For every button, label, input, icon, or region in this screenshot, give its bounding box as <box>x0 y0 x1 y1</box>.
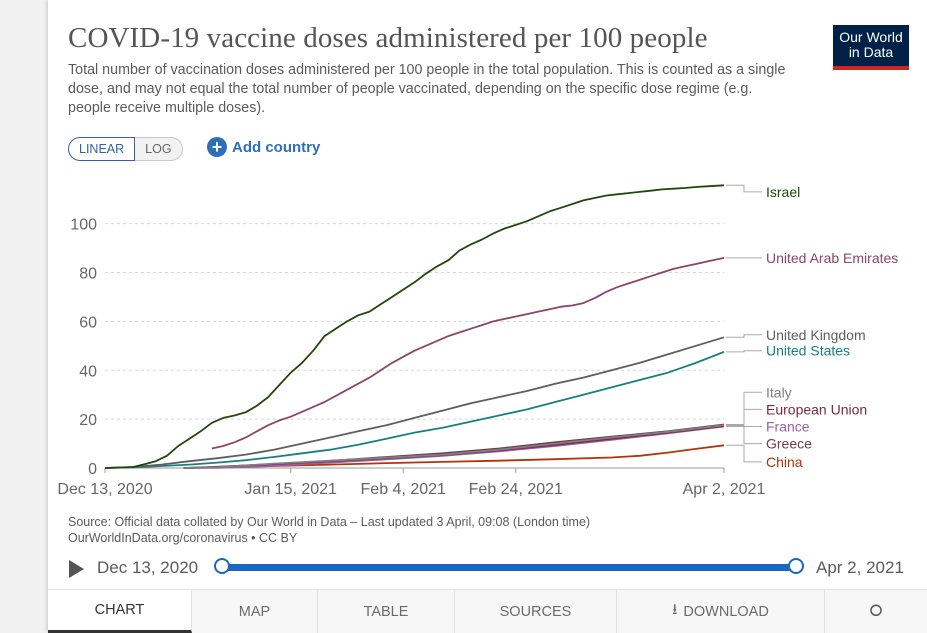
chart-subtitle: Total number of vaccination doses admini… <box>68 62 786 116</box>
legend-label-france: France <box>766 418 810 434</box>
legend-connector-china <box>726 444 762 463</box>
add-country-button[interactable]: + Add country <box>207 137 320 157</box>
legend-connector-israel <box>726 184 762 193</box>
series-line-us <box>104 351 725 469</box>
tab-share[interactable]: ⭘ <box>825 590 927 633</box>
play-icon[interactable] <box>69 560 84 578</box>
legend-label-italy: Italy <box>766 384 792 400</box>
logo-line-1: Our World <box>839 29 903 45</box>
logo-line-2: in Data <box>848 44 894 60</box>
tab-bar: CHART MAP TABLE SOURCES ⭳ DOWNLOAD ⭘ <box>48 589 927 633</box>
legend-label-greece: Greece <box>766 436 812 452</box>
tab-sources[interactable]: SOURCES <box>455 590 617 633</box>
legend-connector-eu <box>726 408 762 427</box>
y-tick-label: 100 <box>70 217 97 234</box>
tab-map[interactable]: MAP <box>192 590 318 633</box>
y-tick-label: 40 <box>79 363 97 380</box>
x-tick-label: Feb 4, 2021 <box>361 481 447 498</box>
x-tick-label: Apr 2, 2021 <box>683 481 766 498</box>
legend-connector-italy <box>726 391 762 426</box>
legend-label-israel: Israel <box>766 184 800 200</box>
tab-table[interactable]: TABLE <box>318 590 455 633</box>
y-tick-label: 60 <box>79 314 97 331</box>
source-line-2: OurWorldInData.org/coronavirus • CC BY <box>68 530 298 545</box>
download-icon: ⭳ <box>672 601 678 618</box>
tab-download-label: DOWNLOAD <box>683 603 769 620</box>
linear-scale-button[interactable]: LINEAR <box>68 137 136 161</box>
legend-connector-us <box>726 350 762 353</box>
source-line-1: Source: Official data collated by Our Wo… <box>68 515 591 529</box>
series-line-uk <box>104 336 725 469</box>
timeline: Dec 13, 2020 Apr 2, 2021 <box>48 553 927 583</box>
log-scale-button[interactable]: LOG <box>135 137 183 161</box>
legend-label-china: China <box>766 454 803 470</box>
timeline-start-handle[interactable] <box>214 558 230 574</box>
y-tick-label: 20 <box>79 412 97 429</box>
y-tick-label: 0 <box>88 461 97 478</box>
legend-label-uae: United Arab Emirates <box>766 250 898 266</box>
timeline-start-label: Dec 13, 2020 <box>97 558 199 577</box>
tab-download[interactable]: ⭳ DOWNLOAD <box>617 590 825 633</box>
legend-label-eu: European Union <box>766 401 867 417</box>
series-line-israel <box>104 184 725 469</box>
tab-chart-label: CHART <box>94 602 145 618</box>
source-note: Source: Official data collated by Our Wo… <box>68 515 590 546</box>
chart-frame: COVID-19 vaccine doses administered per … <box>48 0 927 633</box>
legend-label-uk: United Kingdom <box>766 327 866 343</box>
plus-circle-icon: + <box>207 137 227 157</box>
share-icon: ⭘ <box>869 602 883 620</box>
x-tick-label: Jan 15, 2021 <box>244 481 337 498</box>
add-country-label: Add country <box>232 138 321 156</box>
line-chart: 0 20 40 60 80 100 Dec 13, 2020 Jan 15, 2021 Feb … <box>57 184 898 498</box>
x-tick-label: Feb 24, 2021 <box>469 481 563 498</box>
timeline-end-label: Apr 2, 2021 <box>816 558 904 577</box>
tab-table-label: TABLE <box>363 603 409 620</box>
y-tick-label: 80 <box>79 266 97 283</box>
series-line-italy <box>183 424 725 469</box>
series-line-uae <box>211 257 725 450</box>
tab-chart[interactable]: CHART <box>48 590 192 633</box>
timeline-track[interactable] <box>222 564 796 571</box>
tab-map-label: MAP <box>238 603 271 620</box>
tab-sources-label: SOURCES <box>499 603 572 620</box>
x-tick-label: Dec 13, 2020 <box>57 481 152 498</box>
legend-label-us: United States <box>766 343 850 359</box>
legend-connector-uk <box>726 334 762 338</box>
owid-logo[interactable]: Our World in Data <box>833 25 909 70</box>
legend-connector-greece <box>726 424 762 445</box>
page-title: COVID-19 vaccine doses administered per … <box>68 22 708 54</box>
timeline-end-handle[interactable] <box>788 558 804 574</box>
scale-toggle: LINEAR LOG <box>68 137 183 161</box>
